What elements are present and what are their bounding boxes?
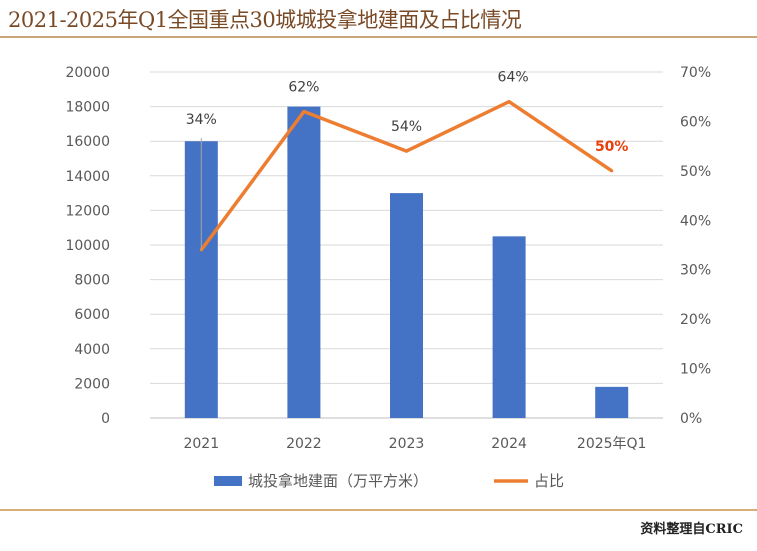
x-tick-label: 2022 xyxy=(286,436,322,452)
legend-bar-swatch xyxy=(214,476,242,486)
left-tick-label: 18000 xyxy=(65,100,110,116)
source-note: 资料整理自CRIC xyxy=(640,522,743,537)
data-label: 50% xyxy=(595,139,629,155)
left-tick-label: 16000 xyxy=(65,134,110,150)
legend-bar-label: 城投拿地建面（万平方米） xyxy=(248,472,428,490)
right-tick-label: 50% xyxy=(680,164,711,180)
right-tick-label: 20% xyxy=(680,312,711,328)
right-tick-label: 0% xyxy=(680,411,702,427)
line-point xyxy=(507,100,511,104)
legend-line-label: 占比 xyxy=(534,472,564,490)
line-point xyxy=(405,149,408,153)
left-tick-label: 8000 xyxy=(74,273,110,289)
footer-divider xyxy=(0,509,757,511)
bar xyxy=(287,106,321,418)
right-tick-label: 10% xyxy=(680,362,711,378)
line-point xyxy=(302,110,306,114)
left-tick-label: 4000 xyxy=(74,342,110,358)
right-tick-label: 30% xyxy=(680,263,711,279)
chart-title: 2021-2025年Q1全国重点30城城投拿地建面及占比情况 xyxy=(8,8,522,32)
right-tick-label: 40% xyxy=(680,213,711,229)
left-tick-label: 0 xyxy=(101,411,110,427)
bar xyxy=(492,236,526,418)
left-tick-label: 12000 xyxy=(65,203,110,219)
bar xyxy=(595,386,629,418)
x-tick-label: 2023 xyxy=(389,436,425,452)
x-tick-label: 2021 xyxy=(183,436,219,452)
data-label: 34% xyxy=(186,112,217,128)
data-label: 54% xyxy=(391,119,422,135)
right-tick-label: 60% xyxy=(680,114,711,130)
left-tick-label: 14000 xyxy=(65,169,110,185)
data-label: 64% xyxy=(498,70,529,86)
left-tick-label: 10000 xyxy=(65,238,110,254)
left-tick-label: 6000 xyxy=(74,307,110,323)
title-divider xyxy=(0,36,757,38)
left-tick-label: 2000 xyxy=(74,376,110,392)
bar xyxy=(390,193,423,418)
left-tick-label: 20000 xyxy=(65,65,110,81)
data-label: 62% xyxy=(288,80,319,96)
x-tick-label: 2025年Q1 xyxy=(577,436,647,452)
right-tick-label: 70% xyxy=(680,65,711,81)
line-point xyxy=(610,169,614,173)
x-tick-label: 2024 xyxy=(491,436,527,452)
